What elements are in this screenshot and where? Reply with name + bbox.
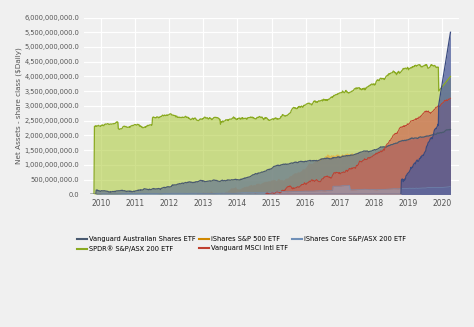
Y-axis label: Net Assets - share class ($Daily): Net Assets - share class ($Daily)	[15, 48, 21, 164]
Legend: Vanguard Australian Shares ETF, SPDR® S&P/ASX 200 ETF, iShares S&P 500 ETF, Vang: Vanguard Australian Shares ETF, SPDR® S&…	[74, 233, 409, 254]
